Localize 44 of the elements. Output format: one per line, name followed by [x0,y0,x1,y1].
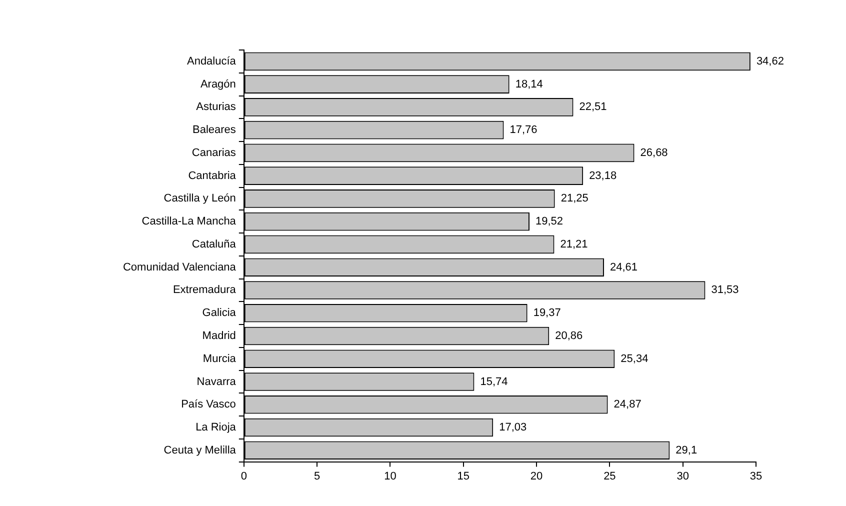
data-label: 29,1 [676,444,698,456]
y-tick-label: Cantabria [188,170,237,182]
y-tick-label: Comunidad Valenciana [122,261,237,274]
x-tick-label: 5 [314,470,320,482]
y-tick-label: Galicia [202,307,237,320]
data-label: 17,76 [510,124,538,136]
y-tick-label: Castilla y León [164,192,236,205]
data-label: 20,86 [555,330,583,342]
y-tick-label: La Rioja [196,422,237,434]
data-label: 26,68 [640,146,668,159]
y-tick-label: País Vasco [181,398,236,411]
y-tick-label: Castilla-La Mancha [142,216,237,228]
data-label: 24,61 [610,261,638,274]
data-label: 19,52 [536,216,564,228]
data-label: 18,14 [515,78,543,90]
data-label: 21,25 [560,192,588,205]
y-tick-label: Andalucía [186,55,237,68]
x-tick-label: 0 [240,470,247,482]
x-tick-label: 35 [750,470,762,482]
data-label: 22,51 [579,101,607,114]
data-label: 17,03 [499,422,527,434]
data-label: 34,62 [756,55,784,68]
data-label: 23,18 [589,170,617,182]
data-label: 24,87 [614,398,642,411]
data-label: 15,74 [480,376,508,388]
y-tick-label: Asturias [196,101,236,114]
y-tick-label: Ceuta y Melilla [164,444,237,456]
x-tick-label: 15 [457,470,470,482]
data-label: 19,37 [533,307,561,320]
data-label: 25,34 [620,352,648,365]
x-tick-label: 30 [676,470,689,482]
x-tick-label: 25 [604,470,616,482]
x-tick-label: 20 [530,470,543,482]
y-tick-label: Madrid [202,330,236,342]
y-tick-label: Baleares [192,124,236,136]
y-tick-label: Aragón [200,78,236,90]
y-tick-label: Murcia [202,352,237,365]
y-tick-label: Cataluña [192,238,237,250]
y-tick-label: Canarias [192,146,236,159]
y-tick-label: Extremadura [172,284,237,296]
y-tick-label: Navarra [196,376,237,388]
data-label: 31,53 [711,284,739,296]
x-tick-label: 10 [384,470,396,482]
data-label: 21,21 [560,238,588,250]
